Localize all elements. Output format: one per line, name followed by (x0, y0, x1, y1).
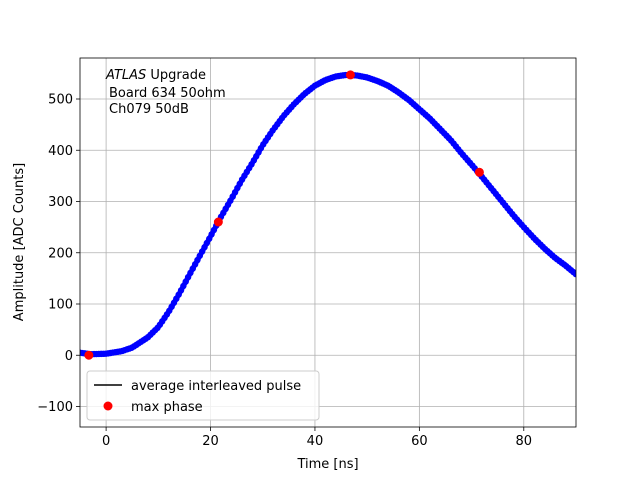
legend-box (86, 370, 320, 421)
x-tick-label: 60 (411, 434, 428, 449)
y-axis-label: Amplitude [ADC Counts] (12, 163, 27, 321)
plot-area (80, 70, 576, 360)
legend-marker-swatch (103, 401, 113, 411)
max-phase-point (213, 217, 223, 227)
annotation-channel: Ch079 50dB (109, 102, 189, 117)
legend: average interleaved pulse max phase (86, 370, 320, 421)
plot-frame (79, 57, 577, 428)
max-phase-point (345, 70, 355, 80)
annotation-atlas: ATLAS (105, 68, 146, 83)
max-phase-point (84, 350, 94, 360)
max-phase-point (474, 167, 484, 177)
annotation: ATLAS Upgrade Board 634 50ohm Ch079 50dB (105, 68, 226, 117)
annotation-board: Board 634 50ohm (109, 86, 226, 101)
x-tick-label: 80 (516, 434, 533, 449)
plot-background (80, 58, 576, 427)
pulse-point (572, 270, 576, 278)
legend-label-average: average interleaved pulse (131, 379, 301, 394)
legend-label-max-phase: max phase (131, 400, 203, 415)
series-layer (80, 70, 576, 360)
y-tick-label: 100 (48, 298, 73, 313)
x-tick-label: 0 (102, 434, 110, 449)
y-tick-label: 300 (48, 195, 73, 210)
y-tick-label: 0 (65, 349, 73, 364)
y-tick-label: 200 (48, 246, 73, 261)
annotation-upgrade: Upgrade (146, 68, 206, 83)
x-tick-label: 40 (307, 434, 324, 449)
svg-text:ATLAS Upgrade: ATLAS Upgrade (105, 68, 206, 83)
x-axis-label: Time [ns] (296, 457, 358, 472)
ticks: 0 20 40 60 80 −100 0 100 200 300 400 500 (37, 93, 532, 450)
y-tick-label: 500 (48, 93, 73, 108)
grid (80, 58, 576, 427)
y-tick-label: −100 (37, 400, 73, 415)
y-tick-label: 400 (48, 144, 73, 159)
x-tick-label: 20 (202, 434, 219, 449)
